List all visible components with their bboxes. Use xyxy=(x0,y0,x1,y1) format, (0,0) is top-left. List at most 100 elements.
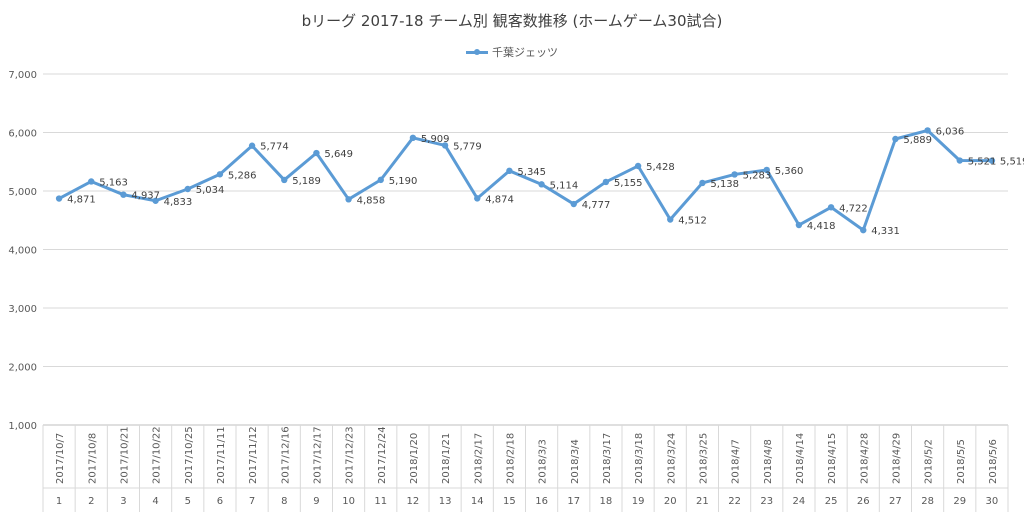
x-tick-date-label: 2017/12/17 xyxy=(312,426,323,484)
x-tick-date-label: 2018/4/15 xyxy=(827,433,838,484)
data-point xyxy=(120,191,127,198)
x-tick-date-label: 2018/5/2 xyxy=(924,439,935,484)
data-label: 5,909 xyxy=(421,134,450,145)
data-point xyxy=(474,195,481,202)
x-tick-date-label: 2017/12/23 xyxy=(345,426,356,484)
data-label: 5,779 xyxy=(453,141,482,152)
x-tick-date-label: 2017/10/7 xyxy=(55,433,66,484)
data-point xyxy=(860,226,867,234)
x-tick-date-label: 2018/4/28 xyxy=(859,433,870,484)
x-tick-date-label: 2018/3/18 xyxy=(634,433,645,484)
x-tick-label: 7 xyxy=(249,496,255,507)
data-point xyxy=(281,176,288,184)
x-tick-date-label: 2017/11/11 xyxy=(216,426,227,484)
x-tick-date-label: 2018/4/14 xyxy=(795,433,806,484)
x-tick-label: 8 xyxy=(281,496,287,507)
x-tick-label: 18 xyxy=(600,496,613,507)
data-label: 5,138 xyxy=(710,179,739,190)
data-label: 4,331 xyxy=(871,226,900,237)
x-tick-date-label: 2018/1/20 xyxy=(409,433,420,484)
data-label: 5,190 xyxy=(389,176,418,187)
data-point xyxy=(216,171,224,178)
y-tick-label: 3,000 xyxy=(8,304,37,315)
data-point xyxy=(570,200,577,208)
x-tick-label: 1 xyxy=(56,496,62,507)
data-label: 4,777 xyxy=(582,200,611,211)
data-point xyxy=(602,178,610,186)
x-tick-label: 11 xyxy=(374,496,387,507)
x-tick-label: 4 xyxy=(152,496,158,507)
data-label: 4,871 xyxy=(67,195,96,206)
x-tick-date-label: 2018/3/24 xyxy=(666,433,677,484)
data-point xyxy=(409,134,417,142)
data-point xyxy=(506,167,513,175)
x-tick-label: 2 xyxy=(88,496,94,507)
series-line xyxy=(58,128,992,232)
x-tick-date-label: 2018/5/6 xyxy=(988,439,999,484)
data-label: 4,418 xyxy=(807,221,836,232)
x-tick-label: 17 xyxy=(567,496,580,507)
x-tick-label: 20 xyxy=(664,496,677,507)
data-label: 5,155 xyxy=(614,178,643,189)
y-tick-label: 6,000 xyxy=(8,129,37,140)
data-label: 5,283 xyxy=(743,170,772,181)
data-point xyxy=(184,185,191,193)
data-point xyxy=(956,157,963,164)
y-tick-label: 5,000 xyxy=(8,187,37,198)
data-label: 5,360 xyxy=(775,166,804,177)
data-label: 4,512 xyxy=(678,216,707,227)
x-tick-date-label: 2017/10/25 xyxy=(184,426,195,484)
x-tick-date-label: 2018/1/21 xyxy=(441,433,452,484)
data-point xyxy=(248,142,256,149)
data-point xyxy=(731,171,738,178)
x-tick-date-label: 2018/3/25 xyxy=(698,433,709,484)
x-tick-date-label: 2018/3/17 xyxy=(602,433,613,484)
data-label: 4,722 xyxy=(839,203,868,214)
x-tick-date-label: 2018/3/3 xyxy=(538,439,549,484)
x-tick-date-label: 2017/10/22 xyxy=(152,426,163,484)
x-tick-label: 13 xyxy=(439,496,452,507)
data-point xyxy=(538,181,545,188)
x-tick-date-label: 2018/4/29 xyxy=(891,433,902,484)
data-point xyxy=(795,221,803,229)
x-tick-label: 5 xyxy=(185,496,191,507)
data-point xyxy=(634,162,642,170)
data-label: 5,519 xyxy=(1000,157,1024,168)
data-point xyxy=(763,166,770,174)
data-label: 5,774 xyxy=(260,142,289,153)
data-point xyxy=(892,135,899,143)
data-label: 5,521 xyxy=(968,157,997,168)
x-tick-date-label: 2017/12/24 xyxy=(377,426,388,484)
data-point xyxy=(152,197,159,204)
data-label: 4,874 xyxy=(485,194,514,205)
data-point xyxy=(827,204,835,211)
data-point xyxy=(55,195,63,202)
x-tick-date-label: 2018/5/5 xyxy=(956,439,967,484)
data-point xyxy=(88,178,95,185)
legend-line-marker-icon xyxy=(466,47,488,57)
data-label: 5,286 xyxy=(228,170,257,181)
x-tick-date-label: 2018/3/4 xyxy=(570,439,581,484)
x-tick-label: 21 xyxy=(696,496,709,507)
data-label: 5,034 xyxy=(196,185,225,196)
y-tick-label: 1,000 xyxy=(8,421,37,432)
x-tick-label: 23 xyxy=(760,496,773,507)
x-tick-label: 16 xyxy=(535,496,548,507)
x-tick-label: 19 xyxy=(632,496,645,507)
data-label: 5,163 xyxy=(99,177,128,188)
data-point xyxy=(377,176,384,184)
data-label: 6,036 xyxy=(936,126,965,137)
data-point xyxy=(313,149,320,157)
x-tick-label: 28 xyxy=(921,496,934,507)
x-tick-label: 30 xyxy=(986,496,999,507)
x-tick-label: 29 xyxy=(953,496,966,507)
data-label: 4,833 xyxy=(164,197,193,208)
x-tick-date-label: 2018/2/17 xyxy=(473,433,484,484)
x-tick-label: 24 xyxy=(793,496,806,507)
y-tick-label: 4,000 xyxy=(8,246,37,257)
data-point xyxy=(441,142,449,149)
data-point xyxy=(924,127,931,134)
x-tick-date-label: 2017/10/21 xyxy=(119,426,130,484)
